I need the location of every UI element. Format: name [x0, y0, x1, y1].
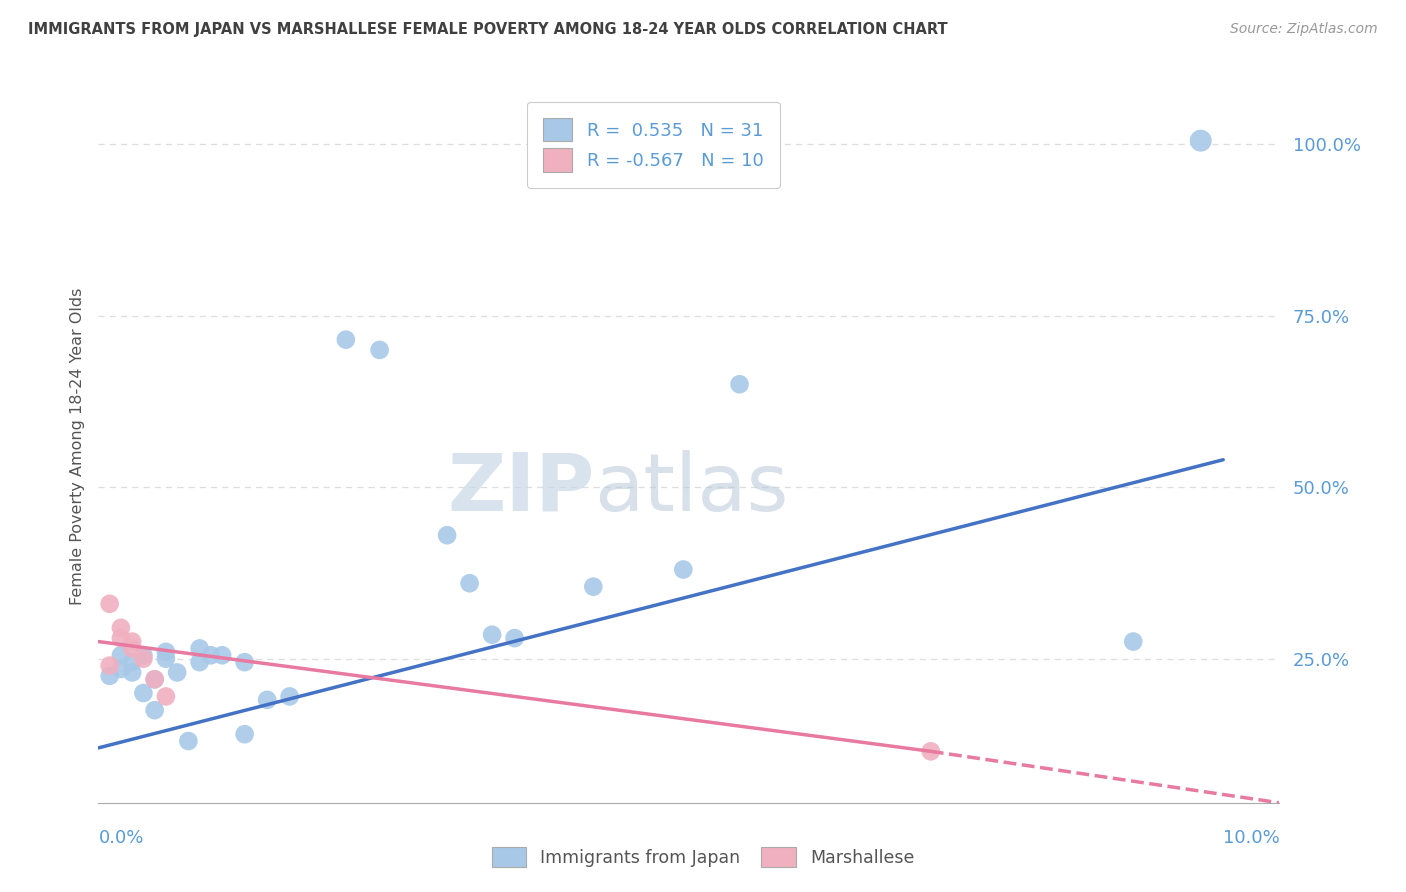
Point — [368, 343, 391, 357]
Point — [132, 648, 155, 663]
Legend: R =  0.535   N = 31, R = -0.567   N = 10: R = 0.535 N = 31, R = -0.567 N = 10 — [527, 102, 780, 188]
Point — [728, 377, 751, 392]
Point — [1189, 134, 1212, 148]
Point — [200, 648, 222, 663]
Point — [132, 686, 155, 700]
Text: Source: ZipAtlas.com: Source: ZipAtlas.com — [1230, 22, 1378, 37]
Point — [458, 576, 481, 591]
Point — [672, 562, 695, 576]
Point — [121, 641, 143, 656]
Point — [335, 333, 357, 347]
Point — [481, 628, 503, 642]
Text: ZIP: ZIP — [447, 450, 595, 528]
Point — [110, 662, 132, 676]
Legend: Immigrants from Japan, Marshallese: Immigrants from Japan, Marshallese — [485, 840, 921, 874]
Point — [177, 734, 200, 748]
Point — [166, 665, 188, 680]
Point — [278, 690, 301, 704]
Point — [188, 655, 211, 669]
Point — [233, 727, 256, 741]
Point — [233, 655, 256, 669]
Point — [155, 645, 177, 659]
Point — [143, 673, 166, 687]
Point — [143, 673, 166, 687]
Point — [582, 580, 605, 594]
Point — [121, 634, 143, 648]
Point — [98, 658, 121, 673]
Point — [121, 655, 143, 669]
Y-axis label: Female Poverty Among 18-24 Year Olds: Female Poverty Among 18-24 Year Olds — [69, 287, 84, 605]
Text: 10.0%: 10.0% — [1223, 829, 1279, 847]
Point — [98, 669, 121, 683]
Point — [920, 744, 942, 758]
Point — [155, 690, 177, 704]
Point — [110, 621, 132, 635]
Point — [256, 693, 278, 707]
Text: 0.0%: 0.0% — [98, 829, 143, 847]
Point — [143, 703, 166, 717]
Point — [1122, 634, 1144, 648]
Point — [98, 597, 121, 611]
Text: atlas: atlas — [595, 450, 789, 528]
Point — [110, 631, 132, 645]
Point — [132, 651, 155, 665]
Point — [436, 528, 458, 542]
Point — [121, 665, 143, 680]
Point — [211, 648, 233, 663]
Text: IMMIGRANTS FROM JAPAN VS MARSHALLESE FEMALE POVERTY AMONG 18-24 YEAR OLDS CORREL: IMMIGRANTS FROM JAPAN VS MARSHALLESE FEM… — [28, 22, 948, 37]
Point — [188, 641, 211, 656]
Point — [155, 651, 177, 665]
Point — [503, 631, 526, 645]
Point — [110, 648, 132, 663]
